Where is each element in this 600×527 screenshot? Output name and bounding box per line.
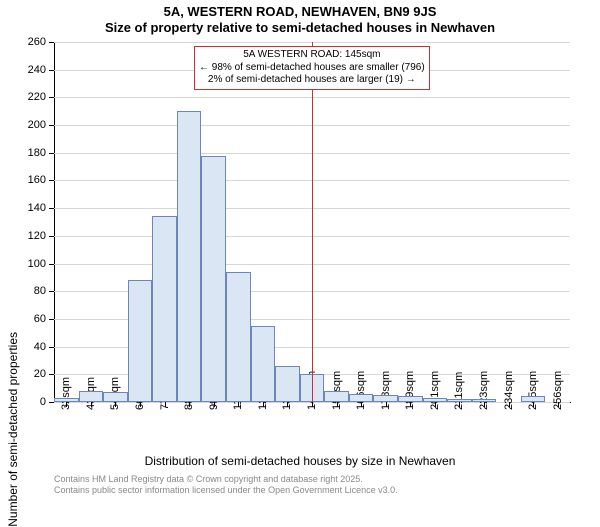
histogram-bar — [447, 399, 472, 402]
xtick-label: 32sqm — [60, 377, 72, 410]
ytick-mark — [49, 264, 54, 265]
annotation-line-3: 2% of semi-detached houses are larger (1… — [199, 74, 425, 87]
ytick-mark — [49, 70, 54, 71]
footer-attribution: Contains HM Land Registry data © Crown c… — [54, 474, 398, 497]
chart-subtitle: Size of property relative to semi-detach… — [0, 20, 600, 35]
histogram-bar — [201, 156, 226, 402]
ytick-label: 120 — [0, 230, 46, 242]
annotation-box: 5A WESTERN ROAD: 145sqm← 98% of semi-det… — [194, 46, 430, 90]
histogram-bar — [398, 396, 423, 402]
xtick-label: 201sqm — [429, 371, 441, 410]
histogram-bar — [349, 394, 374, 402]
ytick-label: 80 — [0, 285, 46, 297]
ytick-label: 0 — [0, 396, 46, 408]
ytick-mark — [49, 208, 54, 209]
ytick-mark — [49, 97, 54, 98]
annotation-line-1: 5A WESTERN ROAD: 145sqm — [199, 49, 425, 62]
ytick-label: 180 — [0, 147, 46, 159]
ytick-label: 60 — [0, 313, 46, 325]
xtick-label: 245sqm — [527, 371, 539, 410]
xtick-label: 256sqm — [552, 371, 564, 410]
histogram-bar — [324, 391, 349, 402]
footer-line-2: Contains public sector information licen… — [54, 485, 398, 496]
ytick-mark — [49, 125, 54, 126]
ytick-mark — [49, 291, 54, 292]
ytick-mark — [49, 236, 54, 237]
xtick-label: 223sqm — [478, 371, 490, 410]
ytick-mark — [49, 42, 54, 43]
ytick-label: 100 — [0, 258, 46, 270]
x-axis-label: Distribution of semi-detached houses by … — [0, 454, 600, 468]
ytick-label: 40 — [0, 341, 46, 353]
ytick-label: 260 — [0, 36, 46, 48]
y-axis-label: Number of semi-detached properties — [6, 332, 20, 527]
histogram-bar — [423, 398, 448, 402]
xtick-label: 211sqm — [453, 372, 465, 410]
reference-line — [312, 42, 313, 402]
histogram-bar — [226, 272, 251, 402]
histogram-bar — [373, 395, 398, 402]
xtick-label: 234sqm — [503, 371, 515, 410]
ytick-label: 200 — [0, 119, 46, 131]
ytick-label: 160 — [0, 174, 46, 186]
footer-line-1: Contains HM Land Registry data © Crown c… — [54, 474, 398, 485]
ytick-label: 240 — [0, 64, 46, 76]
ytick-mark — [49, 402, 54, 403]
histogram-bar — [251, 326, 276, 402]
histogram-bar — [128, 280, 153, 402]
ytick-label: 140 — [0, 202, 46, 214]
chart-title: 5A, WESTERN ROAD, NEWHAVEN, BN9 9JS — [0, 4, 600, 19]
histogram-bar — [54, 398, 79, 402]
ytick-mark — [49, 319, 54, 320]
ytick-label: 20 — [0, 368, 46, 380]
chart-container: 5A, WESTERN ROAD, NEWHAVEN, BN9 9JS Size… — [0, 0, 600, 500]
histogram-bar — [152, 216, 177, 402]
ytick-mark — [49, 374, 54, 375]
annotation-line-2: ← 98% of semi-detached houses are smalle… — [199, 62, 425, 75]
histogram-bar — [79, 391, 104, 402]
xtick-label: 178sqm — [380, 371, 392, 410]
xtick-label: 189sqm — [404, 371, 416, 410]
histogram-bar — [275, 366, 300, 402]
ytick-label: 220 — [0, 91, 46, 103]
ytick-mark — [49, 180, 54, 181]
xtick-label: 166sqm — [355, 371, 367, 410]
histogram-bar — [472, 399, 497, 402]
ytick-mark — [49, 153, 54, 154]
histogram-bar — [521, 396, 546, 402]
histogram-bar — [103, 392, 128, 402]
histogram-bar — [177, 111, 202, 402]
ytick-mark — [49, 347, 54, 348]
